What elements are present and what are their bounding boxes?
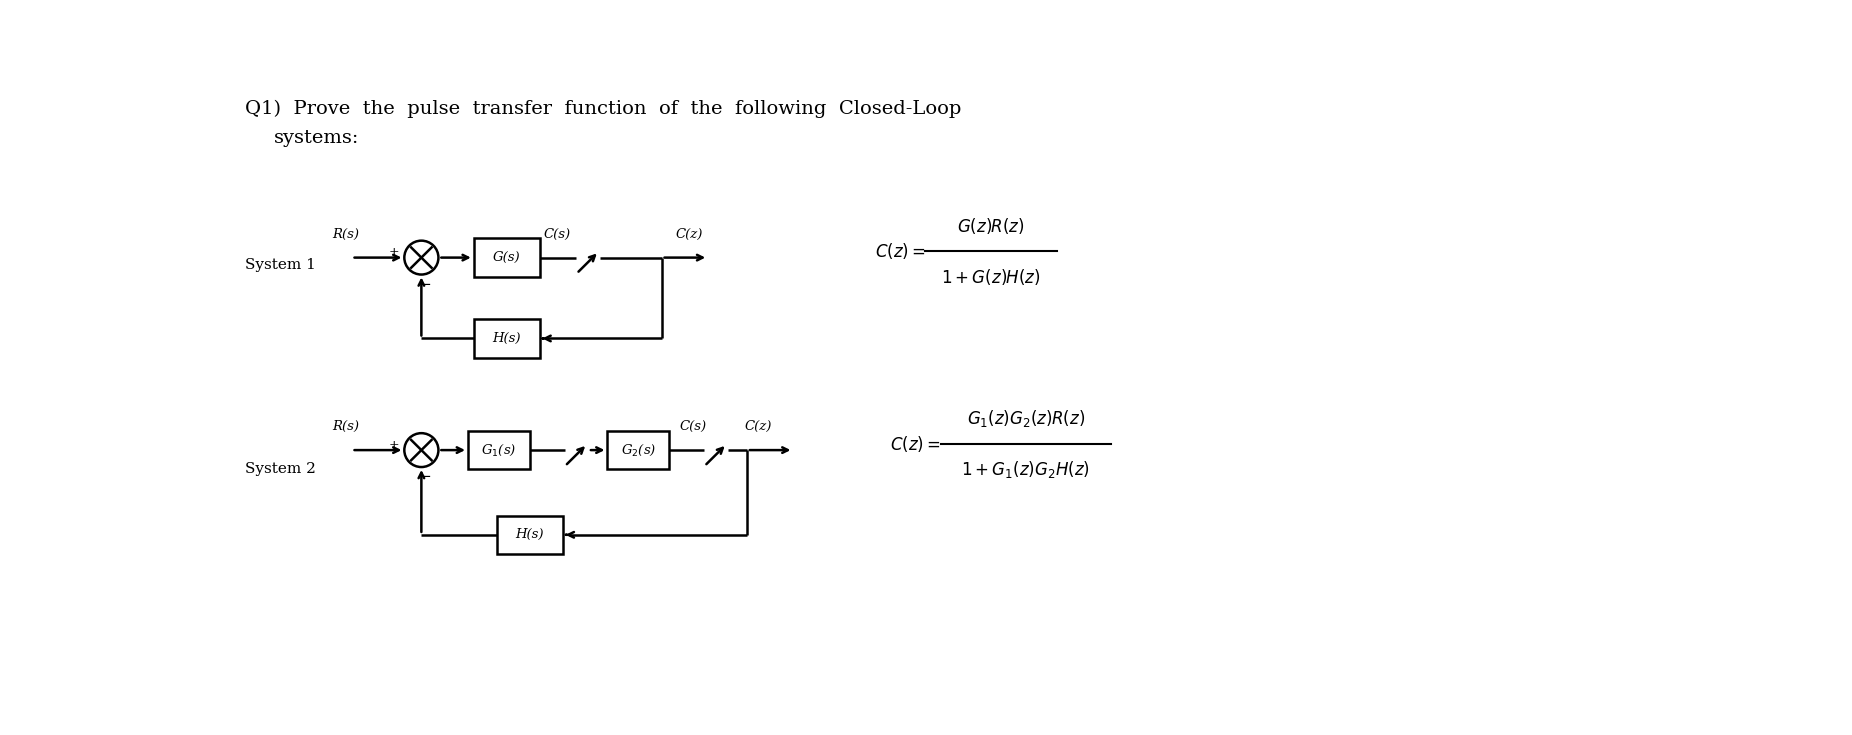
Circle shape xyxy=(404,240,439,275)
Text: C(z): C(z) xyxy=(745,420,772,433)
Text: R(s): R(s) xyxy=(332,420,359,433)
Text: −: − xyxy=(419,278,432,292)
Bar xyxy=(496,515,563,554)
Text: G$_1$(s): G$_1$(s) xyxy=(482,442,517,458)
Bar xyxy=(607,431,669,470)
Text: C(s): C(s) xyxy=(543,228,570,240)
Circle shape xyxy=(404,433,439,467)
Text: +: + xyxy=(389,246,400,259)
Bar xyxy=(474,319,539,358)
Text: $G(z)R(z)$: $G(z)R(z)$ xyxy=(957,216,1024,236)
Text: System 1: System 1 xyxy=(246,258,317,272)
Text: R(s): R(s) xyxy=(332,228,359,240)
Bar xyxy=(474,238,539,277)
Text: H(s): H(s) xyxy=(515,528,544,541)
Text: $C(z) =$: $C(z) =$ xyxy=(891,434,941,454)
Text: Q1)  Prove  the  pulse  transfer  function  of  the  following  Closed-Loop: Q1) Prove the pulse transfer function of… xyxy=(246,100,961,118)
Text: $G_1(z)G_2(z)R(z)$: $G_1(z)G_2(z)R(z)$ xyxy=(967,407,1085,429)
Text: $C(z) =$: $C(z) =$ xyxy=(874,241,926,262)
Text: System 2: System 2 xyxy=(246,462,317,476)
Text: −: − xyxy=(419,470,432,484)
Text: $1 + G(z)H(z)$: $1 + G(z)H(z)$ xyxy=(941,267,1041,287)
Text: systems:: systems: xyxy=(274,129,359,147)
Text: +: + xyxy=(389,439,400,452)
Text: C(z): C(z) xyxy=(676,228,702,240)
Text: H(s): H(s) xyxy=(493,332,520,345)
Text: G(s): G(s) xyxy=(493,251,520,264)
Text: C(s): C(s) xyxy=(680,420,706,433)
Text: G$_2$(s): G$_2$(s) xyxy=(620,442,656,458)
Text: $1 + G_1(z)G_2H(z)$: $1 + G_1(z)G_2H(z)$ xyxy=(961,459,1091,481)
Bar xyxy=(469,431,530,470)
